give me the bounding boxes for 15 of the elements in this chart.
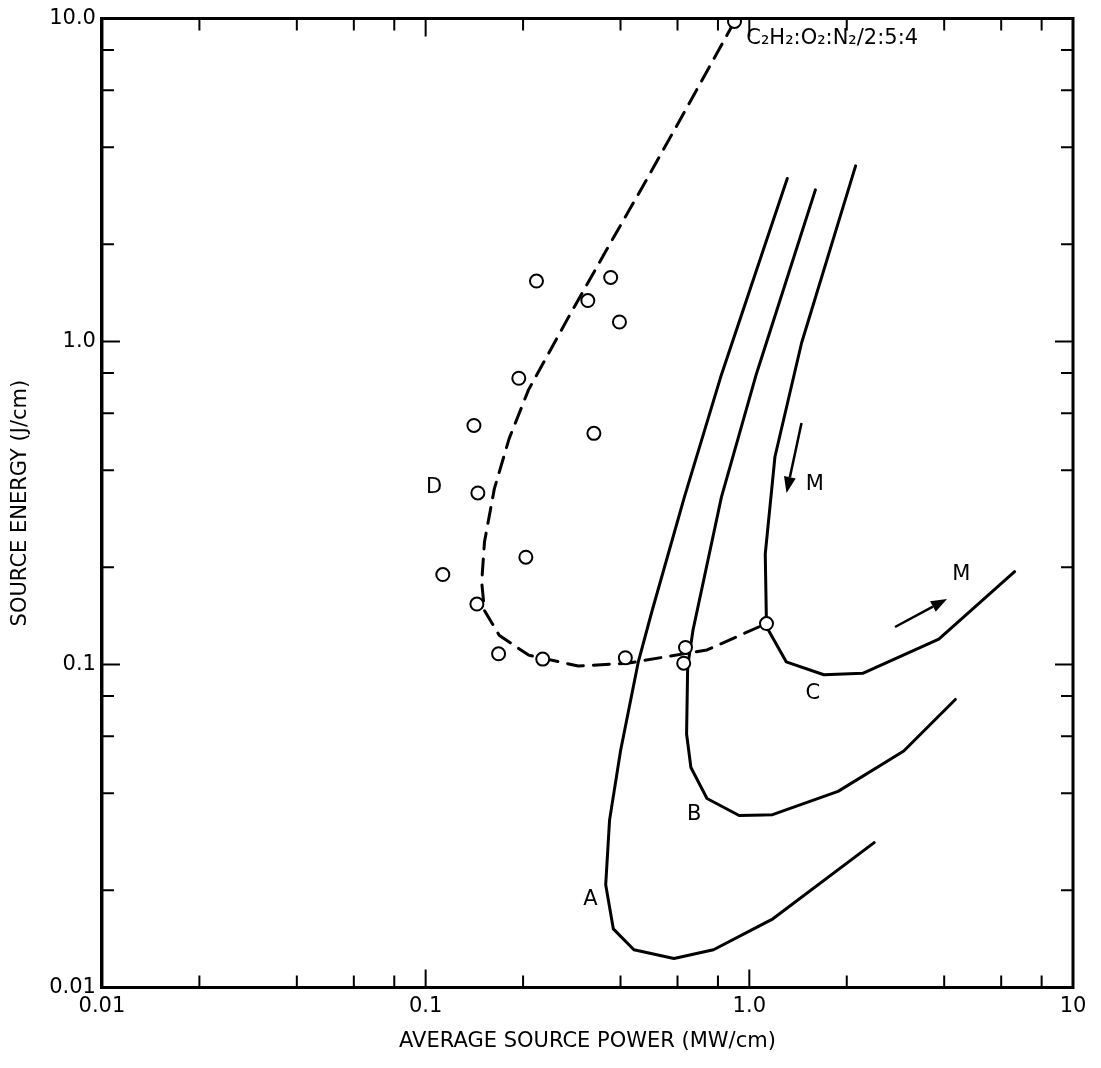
x-tick-label: 10 [1059, 992, 1087, 1017]
x-axis-title: AVERAGE SOURCE POWER (MW/cm) [399, 1027, 776, 1052]
y-axis-title: SOURCE ENERGY (J/cm) [7, 379, 32, 627]
annotation: A [583, 885, 599, 910]
annotation: M [952, 561, 971, 586]
annotation: C [805, 680, 821, 705]
annotation: C₂H₂:O₂:N₂/2:5:4 [746, 25, 919, 50]
y-tick-label: 10.0 [49, 5, 96, 30]
y-tick-label: 1.0 [62, 328, 96, 353]
annotation: B [687, 800, 702, 825]
x-tick-label: 0.1 [408, 992, 443, 1017]
annotation: M [805, 471, 824, 496]
annotation: D [425, 474, 443, 499]
x-tick-label: 1.0 [732, 992, 767, 1017]
y-tick-label: 0.1 [62, 651, 96, 676]
